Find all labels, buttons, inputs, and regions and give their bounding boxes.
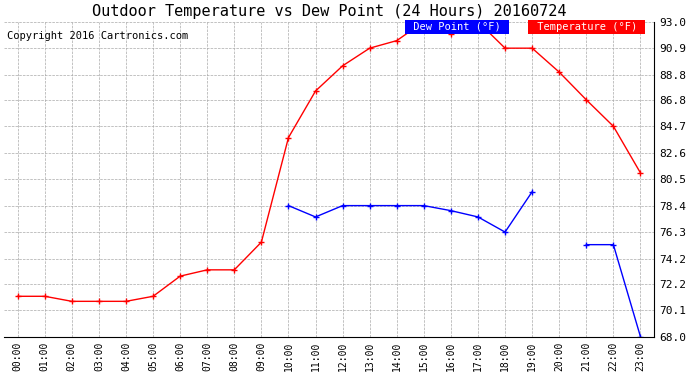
Title: Outdoor Temperature vs Dew Point (24 Hours) 20160724: Outdoor Temperature vs Dew Point (24 Hou… [92,4,566,19]
Text: Dew Point (°F): Dew Point (°F) [407,22,507,32]
Text: Copyright 2016 Cartronics.com: Copyright 2016 Cartronics.com [8,31,188,41]
Text: Temperature (°F): Temperature (°F) [531,22,643,32]
